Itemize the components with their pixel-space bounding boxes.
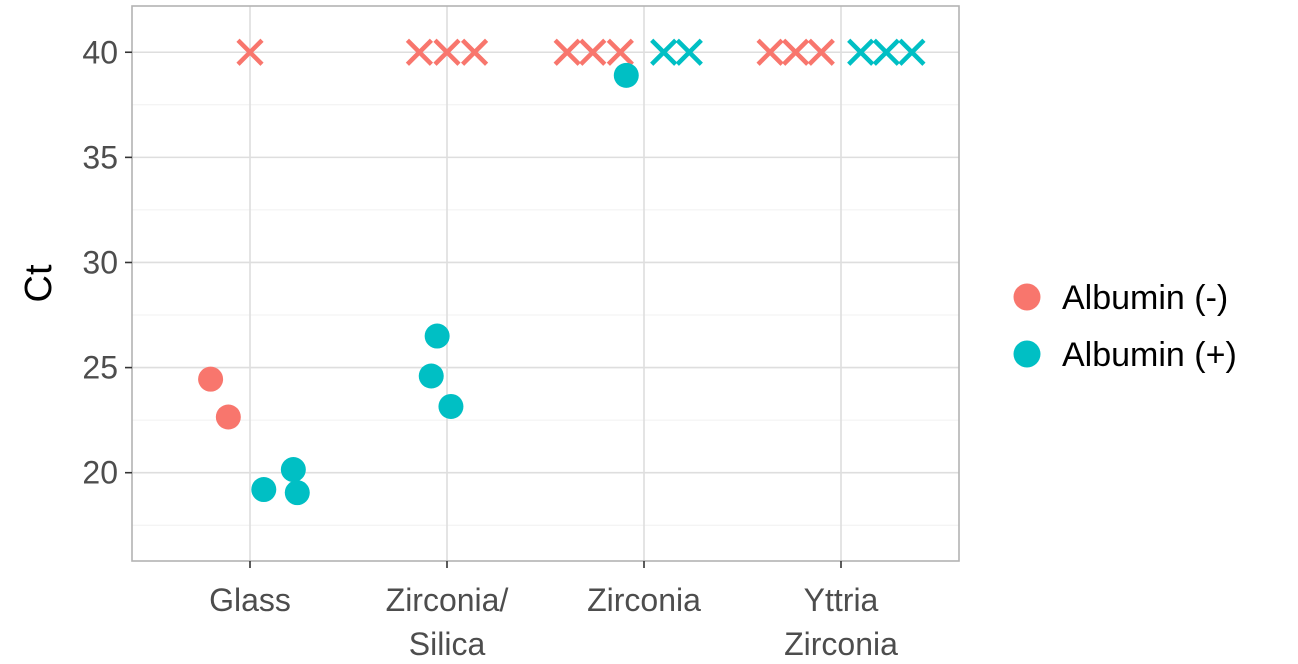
data-point-cross bbox=[807, 38, 835, 66]
y-tick-label: 25 bbox=[82, 350, 118, 386]
y-axis: 20 25 30 35 40 bbox=[82, 34, 132, 491]
plot-panel bbox=[131, 5, 960, 562]
data-point-cross bbox=[898, 38, 926, 66]
data-point-cross bbox=[847, 38, 875, 66]
data-point-circle bbox=[198, 366, 224, 392]
data-point-cross bbox=[756, 38, 784, 66]
x-tick-label-line: Zirconia bbox=[587, 582, 701, 618]
y-tick-label: 35 bbox=[82, 139, 118, 175]
data-point-cross bbox=[460, 38, 489, 66]
data-point-cross bbox=[553, 38, 581, 66]
x-tick-label-glass: Glass bbox=[209, 582, 291, 618]
x-tick-label-line: Glass bbox=[209, 582, 291, 618]
legend-label: Albumin (-) bbox=[1062, 279, 1228, 317]
x-tick-label-zirconia: Zirconia bbox=[587, 582, 701, 618]
legend: Albumin (-) Albumin (+) bbox=[1013, 279, 1237, 374]
data-point-circle bbox=[251, 477, 277, 503]
y-tick-label: 40 bbox=[82, 34, 118, 70]
legend-key bbox=[1013, 283, 1041, 311]
x-tick-label-line: Silica bbox=[409, 626, 486, 662]
panel-background bbox=[132, 6, 959, 561]
data-point-circle bbox=[215, 404, 241, 430]
x-tick-label-yttria-zirconia: Yttria Zirconia bbox=[784, 582, 898, 662]
data-point-cross bbox=[650, 38, 678, 66]
data-point-circle bbox=[280, 457, 306, 483]
data-point-circle bbox=[438, 393, 464, 419]
y-tick-label: 30 bbox=[82, 244, 118, 280]
series-albumin-negative bbox=[198, 38, 835, 430]
legend-item-albumin-negative: Albumin (-) bbox=[1013, 279, 1228, 317]
series-albumin-positive bbox=[251, 38, 926, 506]
data-point-cross bbox=[579, 38, 607, 66]
data-point-cross bbox=[606, 38, 634, 66]
data-point-circle bbox=[424, 323, 450, 349]
panel-border bbox=[131, 5, 960, 562]
legend-key bbox=[1013, 340, 1041, 368]
data-point-cross bbox=[405, 38, 434, 66]
data-points bbox=[198, 38, 926, 506]
data-point-circle bbox=[284, 480, 310, 506]
data-point-cross bbox=[782, 38, 810, 66]
x-tick-label-zirconia-silica: Zirconia/Silica bbox=[386, 582, 509, 662]
data-point-cross bbox=[675, 38, 703, 66]
legend-label: Albumin (+) bbox=[1062, 336, 1237, 374]
data-point-circle bbox=[418, 363, 444, 389]
x-tick-label-line: Zirconia bbox=[784, 626, 898, 662]
legend-item-albumin-positive: Albumin (+) bbox=[1013, 336, 1237, 374]
data-point-cross bbox=[872, 38, 900, 66]
x-axis: Glass Zirconia/Silica Zirconia Yttria Zircon… bbox=[209, 561, 898, 662]
x-tick-label-line: Yttria bbox=[804, 582, 879, 618]
data-point-cross bbox=[236, 38, 264, 66]
y-axis-title: Ct bbox=[18, 264, 60, 302]
gridlines bbox=[132, 6, 959, 561]
data-point-cross bbox=[433, 38, 461, 66]
y-tick-label: 20 bbox=[82, 455, 118, 491]
x-tick-label-line: Zirconia/ bbox=[386, 582, 509, 618]
data-point-circle bbox=[613, 62, 639, 88]
